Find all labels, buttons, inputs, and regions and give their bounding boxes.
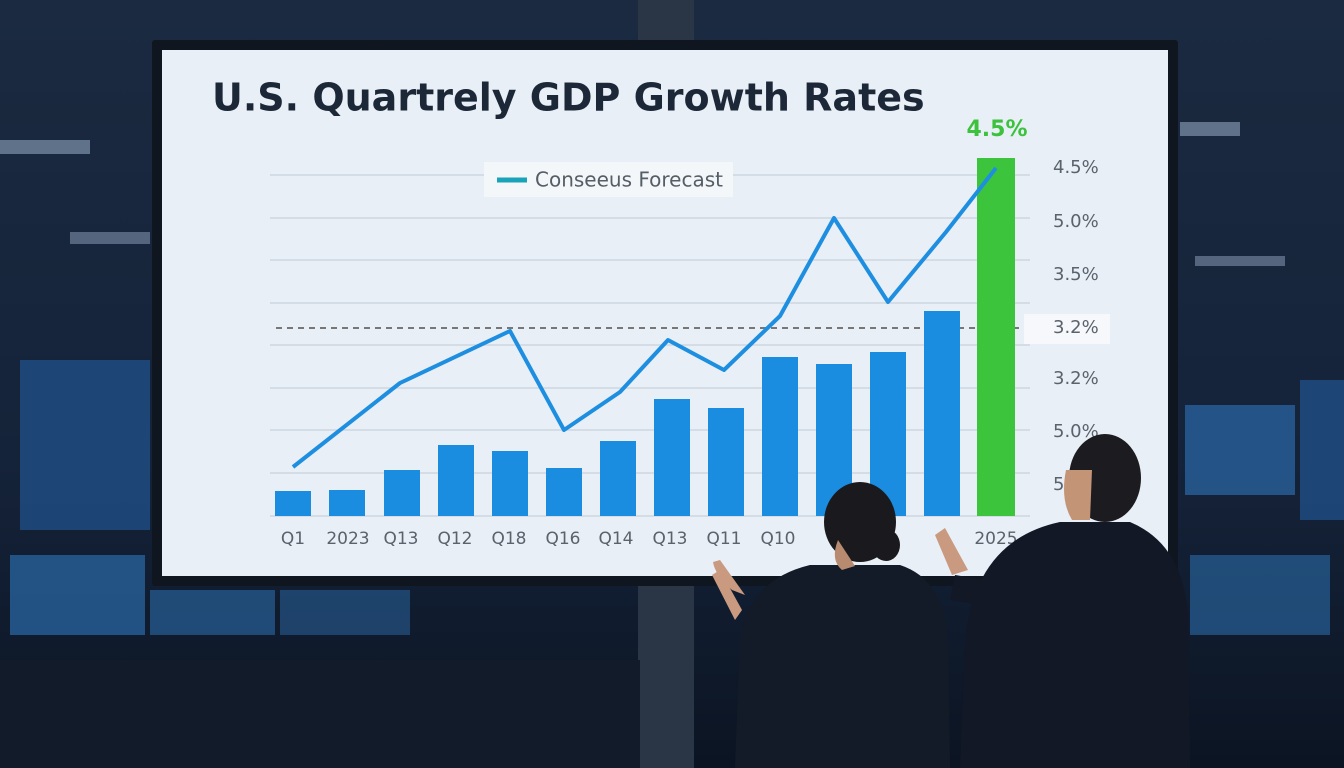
highlight-bar [977,158,1015,516]
x-label: 2023 [326,529,369,549]
bar [438,445,474,516]
bar [762,357,798,516]
monitor [1185,405,1295,495]
chart-title: U.S. Quartrely GDP Growth Rates [212,76,925,120]
axis-label: 3.5% [1053,264,1099,285]
axis-label: 4.5% [1053,157,1099,178]
x-label: Q13 [383,529,418,549]
monitor [10,555,145,635]
x-label: 2025 [974,529,1017,549]
axis-label: 3.2% [1053,317,1099,338]
monitor [1300,380,1344,520]
label-box [1024,314,1110,344]
bar [546,468,582,516]
monitor [20,360,150,530]
presenter-man [935,434,1190,768]
highlight-label: 4.5% [966,117,1027,142]
presenter-woman [712,482,950,768]
legend-label: Conseeus Forecast [535,168,723,192]
ceiling-light [0,140,90,154]
desk [0,660,640,768]
trend-line [291,166,998,469]
bar [600,441,636,516]
bar [492,451,528,516]
x-label: Q1 [281,529,305,549]
axis-label: 3.2% [1053,368,1099,389]
labels: 4.5% 5.0% 3.5% 3.2% 3.2% 5.0% 5 Q1 2023 Q13 Q12 Q18… [281,157,1099,549]
monitor [1190,555,1330,635]
axis-label: 5 [1053,474,1064,495]
bars [275,158,1015,516]
axis-label: 5.0% [1053,211,1099,232]
ceiling-light [1180,122,1240,136]
ceiling-light [1195,256,1285,266]
bar [924,311,960,516]
axis-label: 5.0% [1053,421,1099,442]
bar [708,408,744,516]
x-label: Q12 [437,529,472,549]
x-label: Q18 [491,529,526,549]
bar [654,399,690,516]
x-label: Q13 [652,529,687,549]
monitor [280,590,410,635]
bar [384,470,420,516]
bar [275,491,311,516]
x-label: Q10 [760,529,795,549]
bar [329,490,365,516]
x-label: Q16 [545,529,580,549]
x-label: Q14 [598,529,633,549]
ceiling-light [70,232,150,244]
monitor [150,590,275,635]
x-label: Q11 [706,529,741,549]
